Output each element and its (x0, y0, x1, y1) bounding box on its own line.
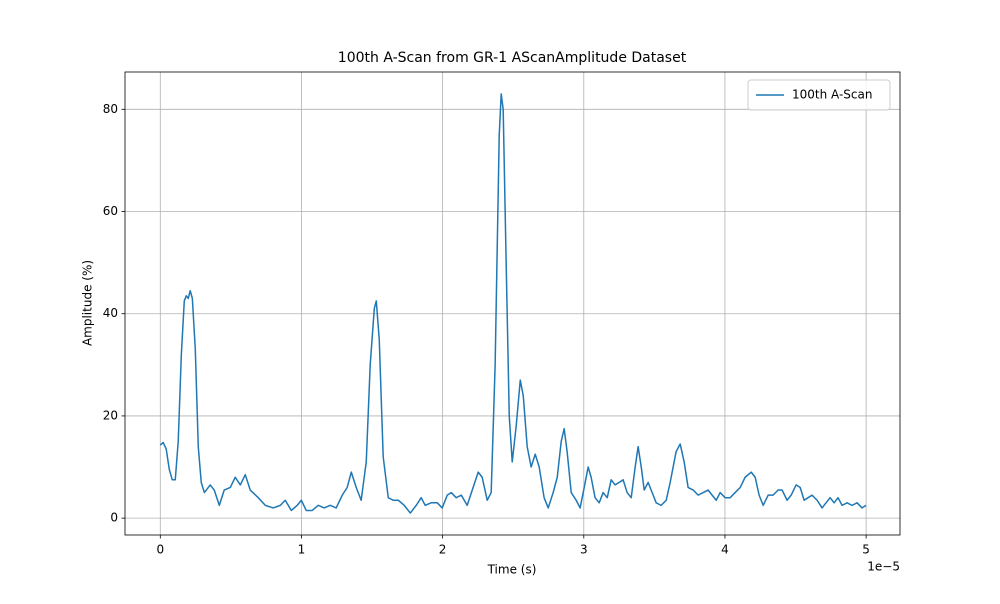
plot-frame (124, 71, 901, 536)
x-offset-label: 1e−5 (867, 560, 900, 574)
data-line (159, 93, 867, 514)
x-tick-label: 3 (580, 543, 588, 557)
legend-box (747, 79, 891, 111)
y-axis-label: Amplitude (%) (81, 260, 95, 346)
x-tick-label: 5 (862, 543, 870, 557)
y-tick-label: 40 (103, 306, 118, 320)
x-tick-label: 1 (298, 543, 306, 557)
x-axis-label: Time (s) (487, 563, 537, 577)
legend-label: 100th A-Scan (792, 88, 872, 102)
y-tick-label: 20 (103, 408, 118, 422)
x-tick-label: 4 (721, 543, 729, 557)
x-tick-label: 0 (156, 543, 164, 557)
x-tick-label: 2 (439, 543, 447, 557)
y-tick-label: 60 (103, 204, 118, 218)
y-tick-label: 80 (103, 102, 118, 116)
y-tick-label: 0 (110, 511, 118, 525)
chart-title: 100th A-Scan from GR-1 AScanAmplitude Da… (338, 50, 687, 66)
